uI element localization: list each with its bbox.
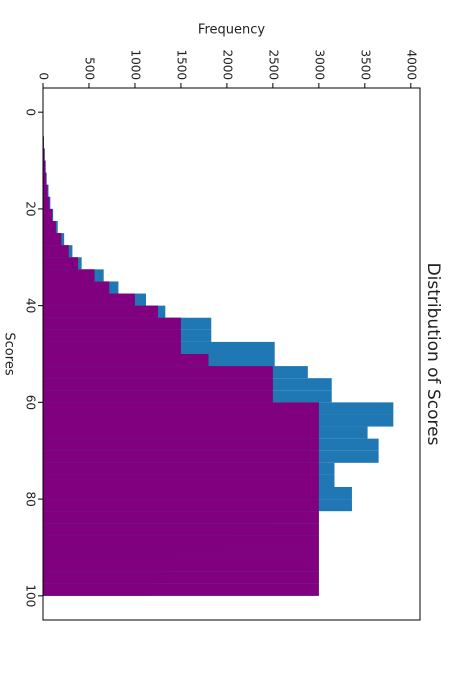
frequency-tick-label: 500 [82, 57, 96, 80]
frequency-tick-label: 2500 [266, 49, 280, 80]
histogram-bar [43, 378, 273, 391]
histogram-bar [43, 196, 50, 209]
histogram-bar [43, 354, 209, 367]
histogram-bar [43, 293, 135, 306]
bars-layer [43, 124, 394, 596]
histogram-bar [43, 511, 319, 524]
histogram-bar [43, 390, 273, 403]
histogram-bar [43, 269, 95, 282]
histogram-bar [43, 462, 319, 475]
histogram-bar [43, 245, 69, 258]
plot-frame [42, 87, 421, 621]
histogram-bar [43, 221, 56, 234]
histogram-bar [43, 184, 48, 197]
frequency-tick-label: 2000 [220, 49, 234, 80]
score-tick-label: 0 [24, 108, 38, 116]
histogram-bar [43, 535, 319, 548]
histogram-bar [43, 450, 319, 463]
histogram-bar [43, 474, 319, 487]
frequency-tick-label: 1500 [174, 49, 188, 80]
frequency-tick-label: 3000 [312, 49, 326, 80]
histogram-bar [43, 366, 273, 379]
histogram-bar [43, 402, 319, 415]
score-tick-label: 80 [24, 491, 38, 506]
score-tick-label: 40 [24, 298, 38, 313]
frequency-tick-label: 0 [37, 72, 51, 80]
histogram-bar [43, 329, 181, 342]
histogram-bar [43, 523, 319, 536]
histogram-bar [43, 426, 319, 439]
histogram-bar [43, 305, 158, 318]
score-tick-label: 60 [24, 395, 38, 410]
histogram-bar [43, 341, 181, 354]
x-axis-label: Scores [2, 332, 17, 375]
histogram-bar [43, 438, 319, 451]
score-tick-label: 20 [24, 201, 38, 216]
frequency-tick-label: 4000 [404, 49, 418, 80]
histogram-bar [43, 571, 319, 584]
frequency-axis-ticks: 0 500 1000 1500 2000 2500 3000 3500 4000 [37, 49, 418, 88]
score-axis-ticks: 0 20 40 60 80 100 [24, 108, 43, 607]
histogram-bar [43, 172, 47, 185]
score-tick-label: 100 [24, 584, 38, 607]
histogram-bar [43, 583, 319, 596]
histogram-bar [43, 547, 319, 560]
histogram-bar [43, 559, 319, 572]
frequency-tick-label: 3500 [358, 49, 372, 80]
histogram-bar [43, 281, 110, 294]
histogram-bar [43, 414, 319, 427]
histogram-bar [43, 317, 181, 330]
histogram-bar [43, 148, 45, 161]
histogram-bar [43, 499, 319, 512]
histogram-bar [43, 233, 62, 246]
histogram-bar [43, 160, 46, 173]
chart-title: Distribution of Scores [423, 263, 443, 446]
histogram-bar [43, 257, 78, 270]
histogram-bar [43, 487, 319, 500]
y-axis-label: Frequency [198, 23, 265, 38]
frequency-tick-label: 1000 [128, 49, 142, 80]
histogram-bar [43, 208, 53, 221]
